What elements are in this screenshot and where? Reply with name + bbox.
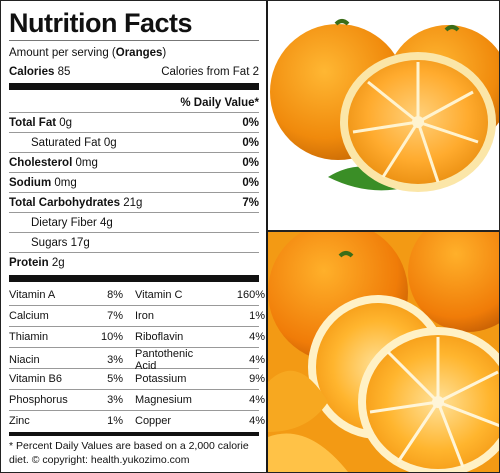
vitamin-name-left: Vitamin A bbox=[9, 289, 56, 301]
nutrient-row-sugars: Sugars 17g bbox=[9, 233, 259, 253]
vitamin-name-right: Potassium bbox=[135, 373, 187, 385]
vitamin-name-right: Magnesium bbox=[135, 394, 192, 406]
calories-fat-value: 2 bbox=[252, 65, 259, 78]
daily-value-header: % Daily Value* bbox=[180, 96, 259, 109]
vitamin-dv-right: 160% bbox=[236, 289, 265, 301]
vitamin-name-left: Vitamin B6 bbox=[9, 373, 62, 385]
serving-suffix: ) bbox=[162, 46, 167, 59]
vitamin-dv-right: 4% bbox=[249, 394, 265, 406]
vitamin-name-right: Riboflavin bbox=[135, 331, 184, 343]
vitamin-name-right: Iron bbox=[135, 310, 154, 322]
calories-value: 85 bbox=[57, 65, 71, 78]
serving-row: Amount per serving (Oranges) bbox=[9, 43, 259, 62]
vitamin-row: Zinc 1% Copper 4% bbox=[9, 411, 265, 431]
vitamin-dv-left: 7% bbox=[107, 310, 123, 322]
vitamin-dv-left: 5% bbox=[107, 373, 123, 385]
nutrient-row-protein: Protein 2g bbox=[9, 257, 65, 269]
vitamin-row: Phosphorus 3% Magnesium 4% bbox=[9, 390, 265, 411]
vitamin-name-left: Niacin bbox=[9, 354, 40, 366]
vitamin-dv-right: 9% bbox=[249, 373, 265, 385]
nutrition-facts-label: Nutrition Facts Amount per serving (Oran… bbox=[3, 3, 265, 471]
vitamin-row: Niacin 3% Pantothenic Acid 4% bbox=[9, 348, 265, 372]
calories-label: Calories bbox=[9, 65, 55, 78]
vitamin-name-left: Phosphorus bbox=[9, 394, 68, 406]
vitamin-mineral-table: Vitamin A 8% Vitamin C 160% Calcium 7% Iron 1% T… bbox=[9, 285, 265, 431]
serving-prefix: Amount per serving ( bbox=[9, 46, 116, 59]
vitamin-row: Vitamin B6 5% Potassium 9% bbox=[9, 369, 265, 390]
photo-separator bbox=[268, 230, 499, 232]
nutrient-row-dietary-fiber: Dietary Fiber 4g bbox=[9, 213, 259, 233]
nutrient-row-total-fat: Total Fat 0g 0% bbox=[9, 113, 259, 133]
serving-item: Oranges bbox=[115, 46, 163, 59]
nutrient-row-cholesterol: Cholesterol 0mg 0% bbox=[9, 153, 259, 173]
vitamin-name-right: Pantothenic Acid bbox=[135, 348, 194, 372]
vitamin-name-right: Copper bbox=[135, 415, 172, 427]
vitamin-row: Vitamin A 8% Vitamin C 160% bbox=[9, 285, 265, 306]
daily-value-header-row: % Daily Value* bbox=[9, 93, 259, 113]
vitamin-name-left: Calcium bbox=[9, 310, 49, 322]
vitamin-row: Thiamin 10% Riboflavin 4% bbox=[9, 327, 265, 348]
calories-fat-label: Calories from Fat bbox=[161, 65, 250, 78]
vitamin-dv-left: 1% bbox=[107, 415, 123, 427]
vitamin-name-right: Vitamin C bbox=[135, 289, 183, 301]
nutrient-row-total-carbohydrates: Total Carbohydrates 21g 7% bbox=[9, 193, 259, 213]
vitamin-dv-right: 1% bbox=[249, 310, 265, 322]
calories-row: Calories 85 Calories from Fat 2 bbox=[9, 62, 259, 81]
vitamin-dv-right: 4% bbox=[249, 331, 265, 343]
vitamin-dv-left: 3% bbox=[107, 394, 123, 406]
whole-oranges-photo bbox=[268, 2, 499, 230]
nutrient-row-sodium: Sodium 0mg 0% bbox=[9, 173, 259, 193]
vitamin-name-left: Thiamin bbox=[9, 331, 49, 343]
vitamin-dv-right: 4% bbox=[249, 354, 265, 366]
sliced-oranges-photo bbox=[268, 232, 499, 472]
vitamin-dv-left: 8% bbox=[107, 289, 123, 301]
vitamin-dv-right: 4% bbox=[249, 415, 265, 427]
footnote: * Percent Daily Values are based on a 2,… bbox=[9, 440, 249, 466]
vitamin-dv-left: 3% bbox=[107, 354, 123, 366]
vitamin-row: Calcium 7% Iron 1% bbox=[9, 306, 265, 327]
vitamin-dv-left: 10% bbox=[100, 331, 123, 343]
nutrient-row-saturated-fat: Saturated Fat 0g 0% bbox=[9, 133, 259, 153]
label-title: Nutrition Facts bbox=[9, 8, 193, 38]
column-divider bbox=[266, 1, 268, 472]
vitamin-name-left: Zinc bbox=[9, 415, 30, 427]
